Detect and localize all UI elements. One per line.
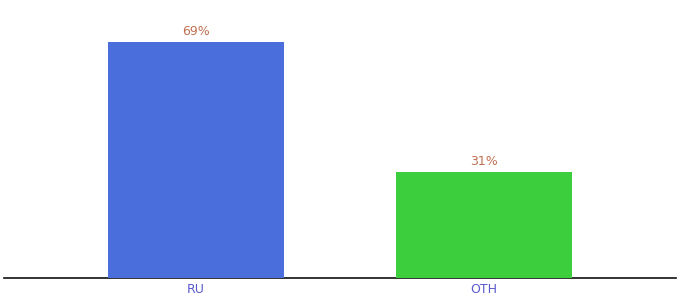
Bar <box>396 172 572 278</box>
Text: 31%: 31% <box>470 155 498 168</box>
Text: 69%: 69% <box>182 26 210 38</box>
Bar <box>108 42 284 278</box>
